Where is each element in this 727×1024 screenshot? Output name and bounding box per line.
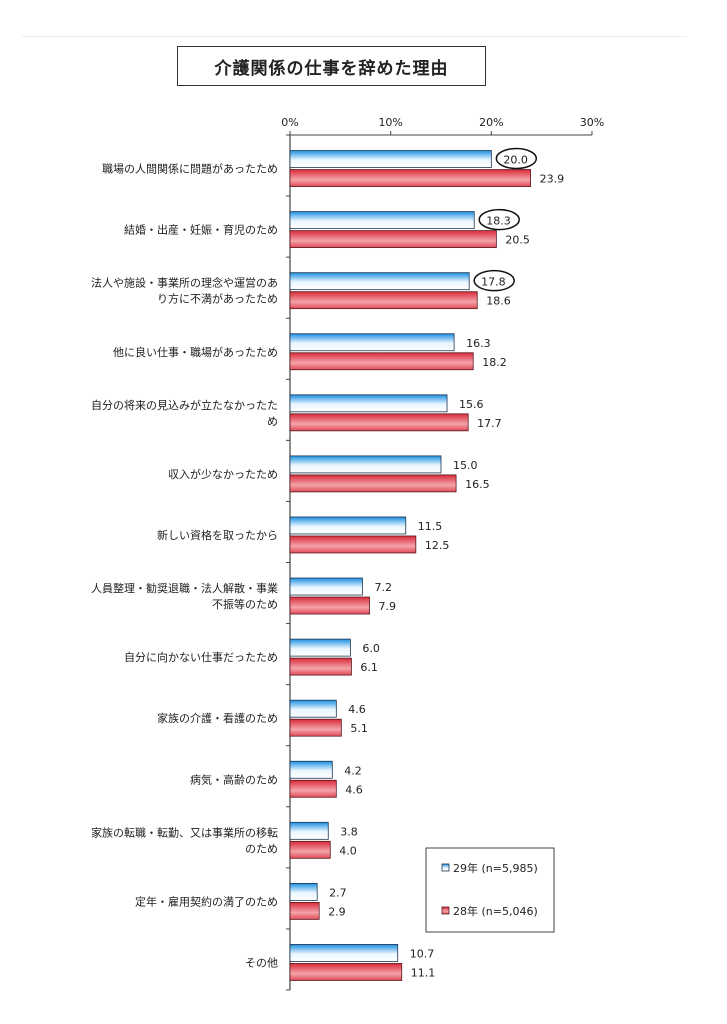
category-label: 職場の人間関係に問題があったため	[102, 162, 278, 176]
value-label-29: 7.2	[374, 581, 392, 594]
category-label: 収入が少なかったため	[168, 467, 278, 481]
value-label-28: 5.1	[350, 722, 368, 735]
bar-29	[289, 394, 448, 413]
value-label-29: 4.2	[344, 764, 362, 777]
value-label-28: 20.5	[505, 234, 530, 247]
bar-29	[289, 821, 329, 840]
bar-28	[289, 840, 331, 859]
chart-title: 介護関係の仕事を辞めた理由	[177, 46, 486, 86]
value-label-28: 23.9	[540, 173, 565, 186]
bar-28	[289, 474, 457, 493]
value-label-29: 15.6	[459, 398, 484, 411]
x-tick-label: 30%	[580, 116, 604, 129]
category-label: り方に不満があったため	[157, 292, 278, 306]
category-label: 結婚・出産・妊娠・育児のため	[124, 223, 278, 237]
value-label-29: 2.7	[329, 886, 347, 899]
value-label-29: 18.3	[486, 215, 511, 228]
legend-label-29: 29年 (n=5,985)	[453, 861, 538, 875]
category-label: 他に良い仕事・職場があったため	[113, 345, 278, 359]
value-label-28: 12.5	[425, 539, 450, 552]
value-label-28: 4.0	[339, 844, 357, 857]
value-label-28: 2.9	[328, 905, 346, 918]
bar-28	[289, 657, 352, 676]
legend-label-28: 28年 (n=5,046)	[453, 904, 538, 918]
x-tick-label: 0%	[281, 116, 298, 129]
category-label: 法人や施設・事業所の理念や運営のあ	[91, 276, 278, 290]
bar-28	[289, 596, 370, 615]
bar-29	[289, 638, 351, 657]
bar-28	[289, 230, 497, 249]
category-label: その他	[245, 956, 278, 969]
bar-28	[289, 169, 531, 187]
highlight-circle	[478, 208, 520, 231]
category-label: のため	[245, 842, 278, 855]
bar-29	[289, 882, 318, 901]
value-label-29: 15.0	[453, 459, 478, 472]
category-label: 自分の将来の見込みが立たなかったた	[91, 398, 278, 412]
value-label-29: 4.6	[348, 703, 366, 716]
bar-28	[289, 718, 342, 737]
value-label-29: 10.7	[410, 947, 435, 960]
category-label: 人員整理・勧奨退職・法人解散・事業	[91, 581, 278, 595]
category-label: 病気・高齢のため	[190, 772, 278, 786]
value-label-28: 16.5	[465, 478, 490, 491]
bar-28	[289, 535, 417, 554]
bar-28	[289, 963, 403, 981]
value-label-29: 3.8	[340, 825, 358, 838]
bar-29	[289, 211, 475, 230]
x-tick-label: 10%	[378, 116, 402, 129]
category-label: め	[267, 415, 278, 428]
bar-29	[289, 944, 399, 962]
category-label: 不振等のため	[212, 597, 278, 611]
x-tick-label: 20%	[479, 116, 503, 129]
bar-29	[289, 150, 492, 168]
category-label: 家族の転職・転勤、又は事業所の移転	[91, 825, 278, 839]
bar-29	[289, 272, 470, 291]
category-label: 定年・雇用契約の満了のため	[135, 894, 278, 908]
legend-swatch-29	[441, 863, 450, 872]
legend-swatch-28	[441, 906, 450, 915]
category-label: 新しい資格を取ったから	[157, 528, 278, 542]
bar-29	[289, 333, 455, 352]
value-label-29: 16.3	[466, 337, 491, 350]
value-label-29: 17.8	[481, 276, 506, 289]
top-rule	[22, 36, 687, 37]
value-label-28: 4.6	[345, 783, 363, 796]
value-label-29: 6.0	[362, 642, 380, 655]
bar-29	[289, 699, 337, 718]
highlight-circle	[473, 269, 515, 292]
bar-29	[289, 760, 333, 779]
value-label-28: 7.9	[379, 600, 397, 613]
value-label-29: 11.5	[418, 520, 443, 533]
value-label-28: 18.2	[482, 356, 507, 369]
bar-28	[289, 291, 478, 310]
category-label: 家族の介護・看護のため	[157, 711, 278, 725]
bar-28	[289, 779, 337, 798]
bar-28	[289, 413, 469, 432]
value-label-28: 11.1	[411, 966, 436, 979]
category-label: 自分に向かない仕事だったため	[124, 650, 278, 664]
highlight-circle	[495, 147, 538, 170]
bar-29	[289, 455, 442, 474]
value-label-29: 20.0	[503, 154, 528, 167]
value-label-28: 18.6	[486, 295, 511, 308]
value-label-28: 17.7	[477, 417, 502, 430]
bar-29	[289, 577, 363, 596]
value-label-28: 6.1	[360, 661, 378, 674]
bar-29	[289, 516, 407, 535]
bar-28	[289, 352, 474, 371]
legend-box	[425, 847, 555, 933]
bar-28	[289, 901, 320, 920]
